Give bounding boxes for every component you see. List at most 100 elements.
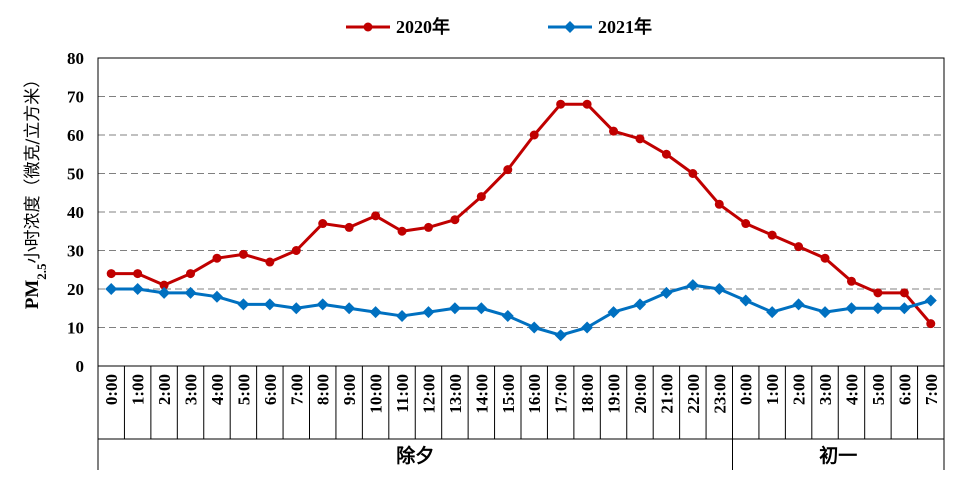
grid — [98, 96, 944, 328]
data-point — [660, 286, 673, 299]
x-tick-label: 6:00 — [261, 374, 280, 405]
y-tick-label: 80 — [67, 49, 84, 68]
data-point — [556, 99, 566, 109]
x-group-label: 初一 — [819, 444, 857, 467]
data-point — [794, 242, 804, 252]
x-tick-label: 1:00 — [129, 374, 148, 405]
y-tick-label: 50 — [67, 165, 84, 184]
data-point — [924, 294, 937, 307]
data-point — [105, 283, 118, 295]
legend-label: 2020年 — [396, 16, 450, 37]
data-point — [212, 253, 222, 263]
data-point — [661, 149, 671, 159]
x-tick-label: 3:00 — [182, 374, 201, 405]
y-tick-label: 20 — [67, 280, 84, 299]
legend-item: 2020年 — [346, 16, 450, 37]
data-point — [846, 276, 856, 286]
data-point — [581, 321, 594, 334]
data-point — [635, 134, 645, 144]
data-point — [633, 298, 646, 311]
x-tick-label: 16:00 — [525, 374, 544, 414]
x-tick-label: 2:00 — [790, 374, 809, 405]
y-tick-label: 40 — [67, 203, 84, 222]
y-tick-label: 70 — [67, 88, 84, 107]
data-point — [396, 309, 409, 322]
x-tick-label: 12:00 — [419, 374, 438, 414]
axes — [97, 57, 945, 470]
x-tick-label: 20:00 — [631, 374, 650, 414]
x-tick-label: 5:00 — [869, 374, 888, 405]
data-point — [238, 249, 248, 259]
data-point — [318, 219, 328, 229]
data-point — [363, 22, 373, 32]
data-point — [133, 269, 143, 279]
x-tick-label: 19:00 — [605, 374, 624, 414]
y-tick-label: 10 — [67, 319, 84, 338]
data-point — [422, 306, 435, 319]
y-tick-label: 0 — [76, 357, 85, 376]
x-tick-label: 13:00 — [446, 374, 465, 414]
data-point — [290, 302, 303, 315]
x-tick-label: 10:00 — [367, 374, 386, 414]
data-point — [475, 302, 488, 315]
y-tick-label: 60 — [67, 126, 84, 145]
data-point — [819, 306, 832, 319]
data-point — [450, 215, 460, 225]
data-point — [448, 302, 461, 315]
series-2020年 — [106, 99, 936, 329]
x-tick-label: 17:00 — [552, 374, 571, 414]
x-tick-label: 23:00 — [710, 374, 729, 414]
data-point — [767, 230, 777, 240]
data-point — [845, 302, 858, 315]
y-tick-label: 30 — [67, 242, 84, 261]
x-group-label: 除夕 — [396, 444, 434, 467]
x-tick-label: 22:00 — [684, 374, 703, 414]
data-point — [528, 321, 541, 334]
legend-item: 2021年 — [548, 16, 652, 37]
data-point — [582, 99, 592, 109]
data-point — [476, 192, 486, 202]
data-point — [820, 253, 830, 263]
x-tick-label: 21:00 — [657, 374, 676, 414]
data-point — [397, 226, 407, 236]
data-point — [871, 302, 884, 315]
data-point — [210, 290, 223, 303]
x-tick-label: 9:00 — [340, 374, 359, 405]
data-point — [106, 269, 116, 279]
data-point — [898, 302, 911, 315]
data-point — [344, 222, 354, 232]
data-point — [159, 280, 169, 290]
legend-label: 2021年 — [598, 16, 652, 37]
x-tick-label: 1:00 — [763, 374, 782, 405]
data-point — [766, 306, 779, 319]
data-point — [554, 329, 567, 342]
x-tick-label: 18:00 — [578, 374, 597, 414]
data-point — [371, 211, 381, 221]
x-tick-label: 15:00 — [499, 374, 518, 414]
data-point — [291, 246, 301, 255]
data-point — [343, 302, 356, 315]
series-2021年 — [105, 279, 937, 342]
data-point — [131, 283, 144, 295]
x-tick-label: 14:00 — [472, 374, 491, 414]
data-point — [873, 288, 883, 298]
data-point — [158, 286, 171, 299]
data-point — [186, 269, 196, 279]
data-point — [501, 309, 514, 322]
x-tick-label: 5:00 — [234, 374, 253, 405]
x-tick-label: 6:00 — [895, 374, 914, 405]
y-axis-label: PM2.5小时浓度（微克/立方米） — [22, 71, 49, 310]
series-line — [111, 102, 932, 325]
series-layer — [105, 99, 937, 342]
x-tick-label: 2:00 — [155, 374, 174, 405]
x-tick-label: 0:00 — [737, 374, 756, 405]
data-point — [714, 199, 724, 209]
data-point — [237, 298, 250, 311]
legend: 2020年 2021年 — [346, 16, 652, 37]
data-point — [739, 294, 752, 307]
data-point — [265, 257, 275, 267]
x-tick-label: 8:00 — [314, 374, 333, 405]
data-point — [741, 219, 751, 229]
data-point — [607, 306, 620, 319]
data-point — [529, 130, 539, 140]
